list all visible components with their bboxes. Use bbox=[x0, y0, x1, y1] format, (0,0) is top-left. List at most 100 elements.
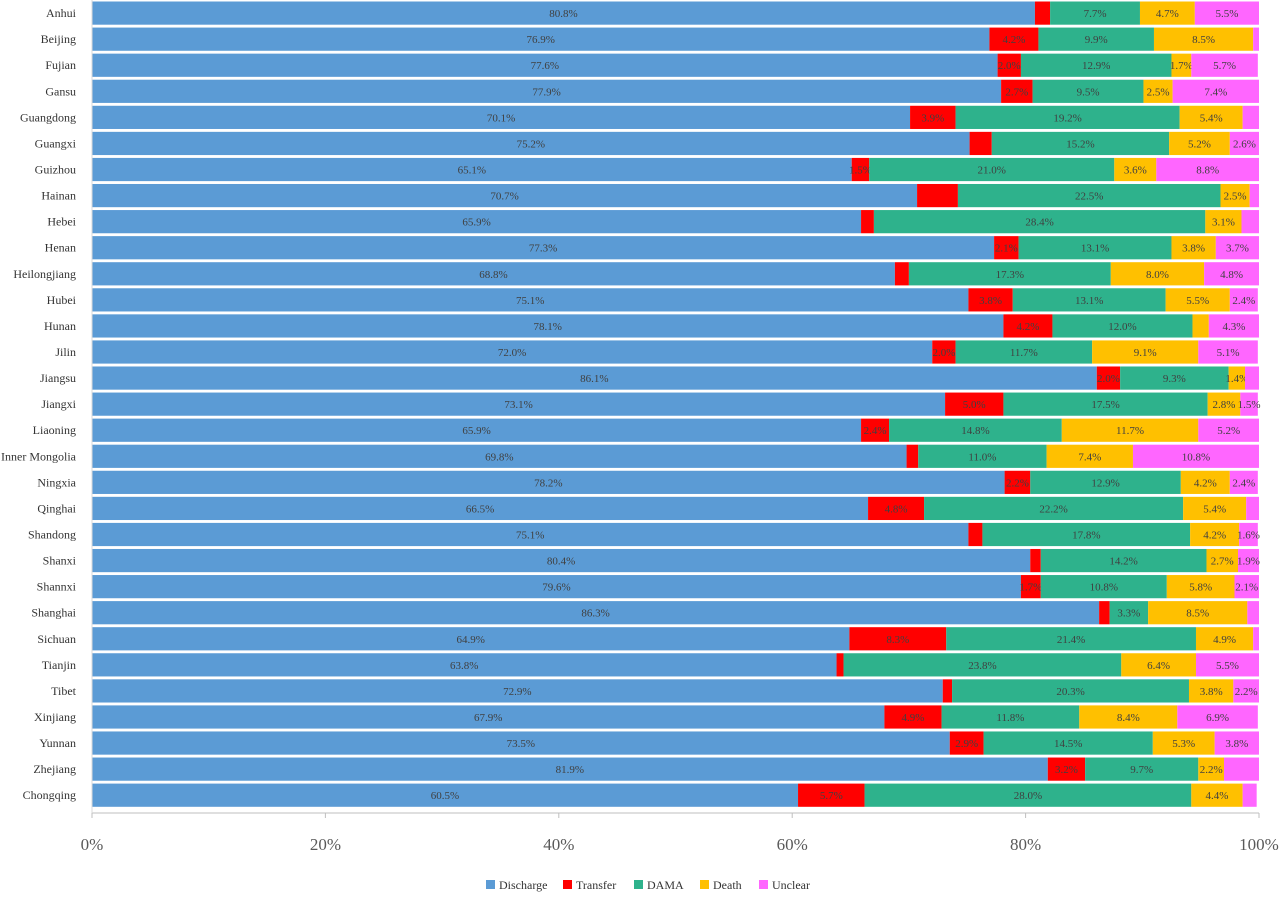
data-label: 8.0% bbox=[1146, 269, 1169, 281]
bar-segment-discharge bbox=[92, 601, 1100, 625]
bar-segment-discharge bbox=[92, 314, 1004, 338]
bar-segment-transfer bbox=[989, 27, 1039, 51]
data-label: 13.1% bbox=[1081, 243, 1109, 255]
data-label: 28.4% bbox=[1025, 217, 1053, 229]
legend-swatch-discharge bbox=[486, 880, 495, 889]
data-label: 5.4% bbox=[1203, 503, 1226, 515]
bar-segment-unclear bbox=[1241, 210, 1259, 234]
data-label: 14.2% bbox=[1109, 556, 1137, 568]
bar-segment-discharge bbox=[92, 53, 998, 77]
bar-segment-death bbox=[1198, 757, 1224, 781]
data-label: 2.2% bbox=[1235, 686, 1258, 698]
legend-label: DAMA bbox=[647, 878, 684, 892]
data-label: 2.2% bbox=[1006, 477, 1029, 489]
bar-segment-dama bbox=[1030, 470, 1181, 494]
bar-segment-transfer bbox=[968, 522, 983, 547]
category-label: Beijing bbox=[41, 32, 76, 46]
data-label: 4.3% bbox=[1222, 321, 1245, 333]
bar-segment-dama bbox=[1003, 392, 1208, 416]
bar-segment-unclear bbox=[1229, 288, 1258, 312]
bar-segment-unclear bbox=[1229, 131, 1259, 156]
data-label: 60.5% bbox=[431, 790, 459, 802]
bar-segment-unclear bbox=[1253, 627, 1259, 651]
bar-segment-transfer bbox=[861, 418, 890, 442]
bar-segment-unclear bbox=[1233, 679, 1259, 703]
bar-segment-dama bbox=[908, 262, 1111, 286]
data-label: 78.2% bbox=[534, 477, 562, 489]
x-tick-label: 20% bbox=[310, 835, 341, 854]
data-label: 1.4% bbox=[1225, 373, 1248, 385]
bar-segment-death bbox=[1169, 131, 1230, 156]
data-label: 2.4% bbox=[864, 425, 887, 437]
category-label: Guangxi bbox=[35, 136, 77, 150]
bar-segment-dama bbox=[983, 731, 1153, 755]
bar-segment-discharge bbox=[92, 757, 1048, 781]
data-label: 11.8% bbox=[996, 712, 1024, 724]
bar-segment-transfer bbox=[1004, 470, 1031, 494]
bar-segment-discharge bbox=[92, 1, 1035, 25]
bar-segment-death bbox=[1092, 340, 1199, 364]
bar-segment-discharge bbox=[92, 236, 995, 260]
bar-segment-dama bbox=[1120, 366, 1229, 390]
data-label: 73.5% bbox=[507, 738, 535, 750]
bar-segment-dama bbox=[1020, 53, 1172, 77]
bar-segment-dama bbox=[889, 418, 1062, 442]
data-label: 1.7% bbox=[1170, 60, 1193, 72]
data-label: 75.1% bbox=[516, 295, 544, 307]
bar-segment-death bbox=[1220, 183, 1250, 208]
bar-segment-death bbox=[1143, 79, 1173, 103]
category-label: Shannxi bbox=[37, 580, 77, 594]
data-label: 11.7% bbox=[1010, 347, 1038, 359]
bar-segment-death bbox=[1191, 783, 1243, 807]
category-label: Tibet bbox=[51, 684, 77, 698]
bar-segment-dama bbox=[864, 783, 1192, 807]
bar-segment-dama bbox=[1032, 79, 1144, 103]
bar-segment-death bbox=[1121, 653, 1196, 677]
bar-segment-transfer bbox=[836, 653, 844, 677]
category-label: Tianjin bbox=[42, 658, 76, 672]
x-tick-label: 40% bbox=[543, 835, 574, 854]
bar-segment-discharge bbox=[92, 79, 1002, 103]
category-label: Anhui bbox=[46, 6, 77, 20]
bar-segment-death bbox=[1079, 705, 1178, 729]
category-label: Hubei bbox=[47, 293, 77, 307]
bar-segment-transfer bbox=[1096, 366, 1121, 390]
data-label: 17.8% bbox=[1072, 530, 1100, 542]
bar-segment-dama bbox=[941, 705, 1080, 729]
bar-segment-discharge bbox=[92, 366, 1097, 390]
bar-segment-death bbox=[1190, 522, 1240, 547]
bar-segment-transfer bbox=[1030, 548, 1041, 573]
bar-segment-transfer bbox=[798, 783, 865, 807]
bar-segment-transfer bbox=[861, 210, 874, 234]
data-label: 3.9% bbox=[921, 112, 944, 124]
data-label: 1.5% bbox=[1238, 399, 1261, 411]
data-label: 8.3% bbox=[886, 634, 909, 646]
bar-segment-transfer bbox=[945, 392, 1004, 416]
category-label: Heilongjiang bbox=[13, 267, 76, 281]
bar-segment-unclear bbox=[1215, 236, 1259, 260]
bar-segment-discharge bbox=[92, 105, 911, 129]
data-label: 14.8% bbox=[961, 425, 989, 437]
category-label: Henan bbox=[45, 241, 76, 255]
bar-segment-discharge bbox=[92, 210, 862, 234]
legend-swatch-dama bbox=[634, 880, 643, 889]
bar-segment-unclear bbox=[1191, 53, 1258, 77]
data-label: 8.8% bbox=[1196, 165, 1219, 177]
data-label: 65.1% bbox=[458, 165, 486, 177]
bar-segment-transfer bbox=[910, 105, 956, 129]
data-label: 4.4% bbox=[1206, 790, 1229, 802]
bar-segment-discharge bbox=[92, 444, 907, 468]
data-label: 4.2% bbox=[1002, 34, 1025, 46]
category-label: Fujian bbox=[45, 58, 76, 72]
data-label: 9.9% bbox=[1085, 34, 1108, 46]
category-label: Ningxia bbox=[37, 475, 76, 489]
bar-segment-dama bbox=[955, 340, 1093, 364]
data-label: 2.0% bbox=[1097, 373, 1120, 385]
bar-segment-unclear bbox=[1132, 444, 1259, 468]
bar-segment-transfer bbox=[851, 157, 870, 182]
bar-segment-death bbox=[1171, 53, 1192, 77]
data-label: 5.4% bbox=[1200, 112, 1223, 124]
bar-segment-unclear bbox=[1249, 183, 1259, 208]
data-label: 13.1% bbox=[1075, 295, 1103, 307]
bar-segment-unclear bbox=[1246, 496, 1259, 521]
